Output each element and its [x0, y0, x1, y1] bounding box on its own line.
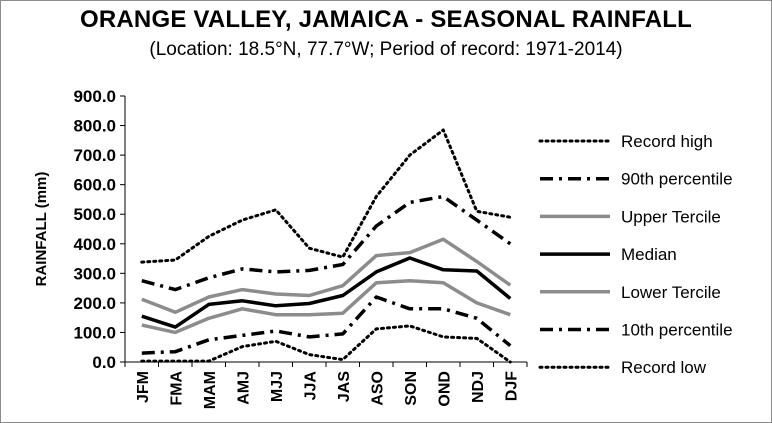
y-axis-title: RAINFALL (mm) [33, 172, 50, 287]
series-layer [140, 128, 512, 364]
y-tick-label: 200.0 [73, 294, 116, 313]
x-tick-label: JAS [336, 371, 353, 402]
x-tick-label: SON [403, 371, 420, 406]
x-tick-label: MAM [202, 371, 219, 409]
series-line-median [141, 256, 512, 329]
legend: Record high 90th percentile Upper Tercile M… [538, 132, 733, 377]
x-tick-label: MJJ [269, 371, 286, 402]
x-tick-label: FMA [168, 371, 185, 406]
x-tick-label: OND [436, 371, 453, 407]
legend-label: Lower Tercile [621, 283, 721, 302]
y-tick-label: 400.0 [73, 235, 116, 254]
y-tick-label: 0.0 [92, 353, 116, 372]
y-tick-label: 500.0 [73, 205, 116, 224]
y-tick-label: 700.0 [73, 146, 116, 165]
x-tick-label: AMJ [235, 371, 252, 405]
chart-title: ORANGE VALLEY, JAMAICA - SEASONAL RAINFA… [80, 6, 692, 33]
legend-label: 10th percentile [621, 321, 733, 340]
legend-label: Record high [621, 132, 713, 151]
legend-label: Median [621, 245, 677, 264]
x-tick-label: NDJ [470, 371, 487, 403]
axes: 0.0 100.0 200.0 300.0 400.0 500.0 600.0 700.0 80… [33, 87, 528, 409]
chart-subtitle: (Location: 18.5°N, 77.7°W; Period of rec… [149, 39, 623, 60]
legend-label: 90th percentile [621, 170, 733, 189]
x-tick-label: ASO [369, 371, 386, 406]
y-tick-label: 900.0 [73, 87, 116, 106]
x-tick-label: JJA [302, 371, 319, 401]
y-tick-label: 600.0 [73, 176, 116, 195]
series-line-90th-percentile [141, 194, 512, 292]
series-line-record-low [140, 324, 512, 364]
x-tick-label: JFM [135, 371, 152, 403]
x-tick-label: DJF [503, 371, 520, 401]
y-tick-label: 100.0 [73, 323, 116, 342]
series-line-upper-tercile [141, 237, 512, 315]
legend-label: Record low [621, 358, 707, 377]
y-tick-label: 300.0 [73, 264, 116, 283]
legend-label: Upper Tercile [621, 207, 721, 226]
series-line-10th-percentile [141, 295, 512, 355]
series-line-lower-tercile [141, 278, 511, 335]
series-line-record-high [140, 128, 512, 264]
y-tick-label: 800.0 [73, 117, 116, 136]
